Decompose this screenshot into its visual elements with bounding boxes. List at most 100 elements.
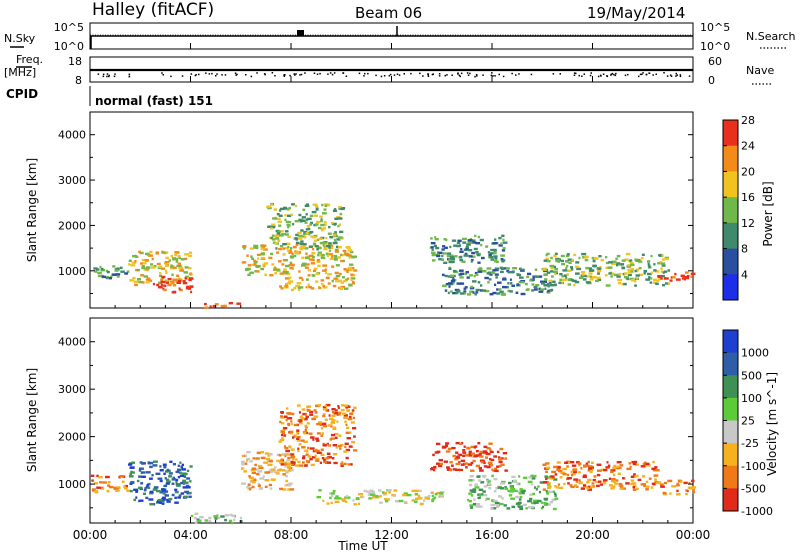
data-cell: [642, 475, 646, 478]
data-cell: [267, 206, 272, 210]
nave-dot: [645, 73, 648, 76]
data-cell: [486, 447, 491, 450]
data-cell: [303, 432, 307, 435]
data-cell: [469, 504, 474, 507]
data-cell: [474, 486, 480, 489]
data-cell: [500, 242, 503, 245]
y-tick-label: 4000: [58, 129, 86, 142]
data-cell: [306, 278, 309, 281]
nave-dot: [666, 75, 669, 77]
data-cell: [515, 502, 521, 506]
data-cell: [434, 493, 438, 496]
data-cell: [134, 260, 137, 263]
data-cell: [332, 453, 338, 456]
data-cell: [667, 282, 671, 285]
data-cell: [430, 246, 434, 249]
data-cell: [550, 475, 555, 478]
data-cell: [488, 487, 492, 490]
data-cell: [266, 460, 269, 463]
nave-dot: [128, 73, 131, 76]
data-cell: [138, 475, 143, 478]
data-cell: [312, 269, 317, 273]
data-cell: [445, 444, 448, 447]
nave-dot: [458, 74, 461, 77]
data-cell: [340, 207, 345, 211]
data-cell: [496, 292, 500, 295]
data-cell: [546, 252, 550, 256]
data-cell: [262, 475, 265, 478]
data-cell: [583, 484, 587, 487]
data-cell: [588, 272, 593, 275]
nave-dot: [475, 74, 478, 76]
data-cell: [135, 490, 139, 493]
data-cell: [542, 280, 547, 283]
nave-dot: [419, 72, 421, 75]
data-cell: [537, 275, 543, 278]
data-cell: [102, 481, 107, 484]
data-cell: [213, 515, 219, 518]
data-cell: [298, 218, 303, 222]
data-cell: [543, 502, 547, 505]
data-cell: [316, 248, 319, 251]
data-cell: [500, 463, 505, 466]
data-cell: [603, 479, 608, 482]
data-cell: [322, 425, 327, 428]
data-cell: [284, 218, 287, 221]
data-cell: [492, 242, 498, 245]
data-cell: [330, 501, 333, 505]
data-cell: [319, 215, 323, 218]
data-cell: [629, 465, 632, 469]
data-cell: [294, 204, 298, 208]
data-cell: [183, 495, 188, 498]
data-cell: [496, 450, 500, 454]
data-cell: [288, 251, 293, 254]
data-cell: [318, 226, 322, 230]
data-cell: [184, 253, 189, 256]
data-cell: [306, 405, 310, 408]
data-cell: [572, 469, 576, 472]
data-cell: [448, 285, 451, 288]
data-cell: [561, 275, 564, 278]
data-cell: [317, 264, 321, 268]
data-cell: [606, 461, 609, 464]
colorbar-swatch: [723, 248, 738, 275]
data-cell: [304, 247, 309, 250]
data-cell: [658, 481, 662, 484]
data-cell: [346, 437, 351, 440]
data-cell: [496, 288, 499, 291]
data-cell: [338, 246, 342, 249]
nave-dot: [304, 72, 306, 74]
nave-dot: [284, 74, 286, 76]
data-cell: [634, 284, 637, 287]
data-cell: [267, 454, 271, 457]
data-cell: [674, 272, 677, 276]
data-cell: [284, 277, 290, 280]
data-cell: [262, 264, 266, 268]
data-cell: [105, 276, 108, 280]
data-cell: [607, 266, 613, 269]
data-cell: [337, 256, 341, 259]
nave-dot: [106, 73, 109, 75]
data-cell: [296, 432, 299, 435]
data-cell: [352, 499, 355, 502]
data-cell: [258, 487, 264, 490]
data-cell: [628, 270, 632, 273]
data-cell: [476, 475, 481, 478]
data-cell: [614, 482, 618, 485]
data-cell: [617, 278, 622, 282]
data-cell: [498, 288, 502, 291]
x-tick-label: 00:00: [676, 528, 711, 542]
data-cell: [252, 457, 256, 460]
data-cell: [460, 441, 464, 445]
data-cell: [468, 479, 473, 482]
data-cell: [180, 492, 185, 495]
nave-dot: [602, 73, 605, 75]
data-cell: [473, 498, 476, 501]
data-cell: [547, 482, 551, 485]
data-cell: [346, 277, 350, 280]
data-cell: [528, 476, 531, 479]
data-cell: [159, 272, 162, 275]
nave-dot: [444, 74, 446, 77]
data-cell: [597, 278, 602, 281]
